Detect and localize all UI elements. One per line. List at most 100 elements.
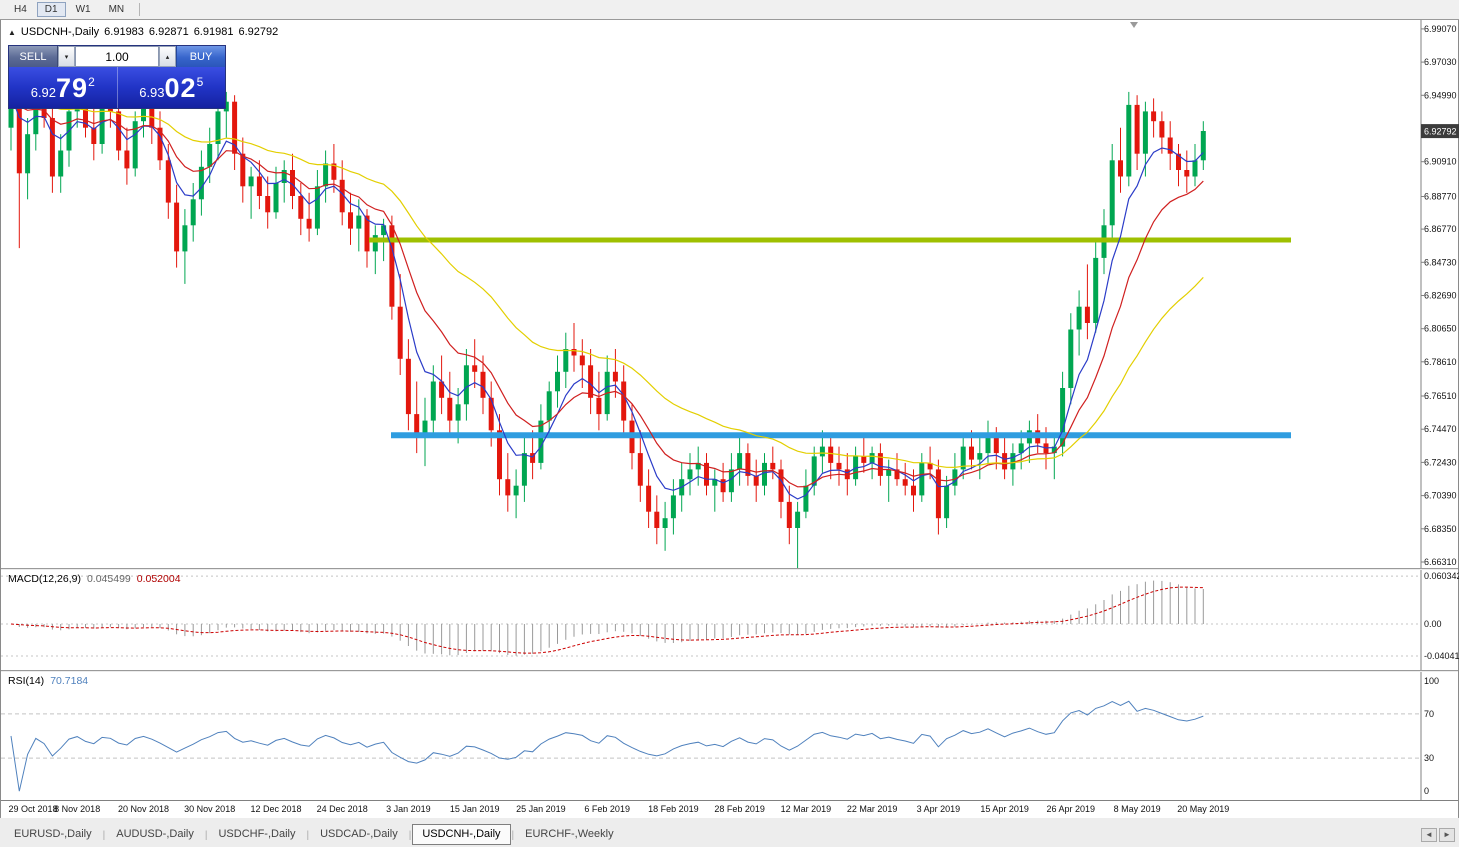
symbol-marker-icon: ▲	[8, 27, 16, 37]
rsi-axis-label: 30	[1424, 753, 1434, 763]
tab-scroll-controls: ◄ ►	[1421, 828, 1455, 845]
one-click-trading-panel: SELL ▾ ▴ BUY 6.92 79 2 6.93 02 5	[8, 45, 226, 109]
timeframe-button-d1[interactable]: D1	[36, 2, 66, 17]
date-axis[interactable]: 29 Oct 2018 8 Nov 2018 20 Nov 2018 30 Nov 2…	[1, 800, 1458, 818]
volume-input[interactable]	[75, 46, 159, 67]
ohlc-open-value: 6.91983	[104, 26, 144, 38]
tab-separator: |	[511, 830, 515, 841]
rsi-header: RSI(14) 70.7184	[8, 675, 88, 687]
tab-scroll-left-button[interactable]: ◄	[1421, 828, 1437, 842]
price-axis-label: 6.94990	[1424, 90, 1457, 100]
pane-splitter[interactable]	[1, 568, 1458, 570]
macd-header: MACD(12,26,9) 0.045499 0.052004	[8, 573, 181, 585]
tab-separator: |	[408, 830, 412, 841]
arrow-right-icon: ►	[1443, 830, 1451, 839]
moving-average-lines	[10, 94, 1204, 500]
price-axis-label: 6.99070	[1424, 24, 1457, 34]
macd-axis-label: 0.00	[1424, 619, 1442, 629]
timeframe-button-h4[interactable]: H4	[6, 2, 35, 17]
ohlc-close-value: 6.92792	[238, 26, 279, 38]
chart-tab-bar: EURUSD-,Daily | AUDUSD-,Daily | USDCHF-,Dail…	[0, 817, 1459, 847]
date-axis-label: 12 Mar 2019	[780, 804, 832, 814]
macd-indicator-canvas[interactable]: 0.060342 0.00 -0.04041	[1, 570, 1459, 670]
sell-button[interactable]: SELL	[9, 46, 58, 67]
price-axis-label: 6.82690	[1424, 291, 1457, 301]
date-axis-label: 8 May 2019	[1113, 804, 1161, 814]
chevron-up-icon: ▴	[165, 53, 170, 61]
price-axis-label: 6.86770	[1424, 224, 1457, 234]
macd-axis-label: -0.04041	[1424, 651, 1459, 661]
date-axis-label: 8 Nov 2018	[54, 804, 101, 814]
bid-ask-display: 6.92 79 2 6.93 02 5	[9, 67, 225, 108]
price-axis[interactable]: 6.99070 6.97030 6.94990 6.90910 6.88770 6.867…	[1421, 24, 1457, 567]
price-axis-label: 6.76510	[1424, 391, 1457, 401]
ma-medium	[10, 94, 1204, 488]
chart-tab-usdcad-daily[interactable]: USDCAD-,Daily	[320, 828, 398, 840]
volume-increase-button[interactable]: ▴	[159, 46, 176, 67]
date-axis-label: 18 Feb 2019	[648, 804, 699, 814]
chart-symbol-label: USDCNH-,Daily	[20, 26, 100, 38]
macd-signal-value: 0.052004	[136, 573, 181, 585]
rsi-axis-label: 100	[1424, 676, 1439, 686]
volume-decrease-button[interactable]: ▾	[58, 46, 75, 67]
chart-tab-eurchf-weekly[interactable]: EURCHF-,Weekly	[525, 828, 614, 840]
date-axis-label: 22 Mar 2019	[846, 804, 898, 814]
arrow-left-icon: ◄	[1425, 830, 1433, 839]
last-price-tag: 6.92792	[1421, 124, 1459, 139]
chart-tab-eurusd-daily[interactable]: EURUSD-,Daily	[14, 828, 92, 840]
price-axis-label: 6.80650	[1424, 324, 1457, 334]
macd-label: MACD(12,26,9)	[8, 573, 81, 585]
date-axis-label: 30 Nov 2018	[184, 804, 236, 814]
date-axis-label: 20 Nov 2018	[117, 804, 170, 814]
price-axis-label: 6.88770	[1424, 192, 1457, 202]
timeframe-button-w1[interactable]: W1	[68, 2, 99, 17]
buy-price-display[interactable]: 6.93 02 5	[118, 67, 226, 108]
price-chart-canvas[interactable]: 6.99070 6.97030 6.94990 6.90910 6.88770 6.867…	[1, 20, 1459, 568]
chart-tab-audusd-daily[interactable]: AUDUSD-,Daily	[116, 828, 194, 840]
date-axis-label: 29 Oct 2018	[8, 804, 58, 814]
svg-text:6.92792: 6.92792	[1424, 127, 1457, 137]
sell-price-digits: 79	[56, 73, 89, 103]
chart-tab-usdchf-daily[interactable]: USDCHF-,Daily	[218, 828, 296, 840]
price-axis-label: 6.97030	[1424, 57, 1457, 67]
date-axis-label: 28 Feb 2019	[714, 804, 765, 814]
price-axis-label: 6.68350	[1424, 524, 1457, 534]
candles-layer	[8, 75, 1206, 568]
ohlc-low-value: 6.91981	[193, 26, 234, 38]
chart-window: 6.99070 6.97030 6.94990 6.90910 6.88770 6.867…	[0, 20, 1459, 818]
timeframe-button-mn[interactable]: MN	[101, 2, 133, 17]
price-axis-label: 6.66310	[1424, 557, 1457, 567]
date-axis-label: 15 Jan 2019	[449, 804, 500, 814]
sell-price-prefix: 6.92	[30, 85, 57, 100]
chart-tab-usdcnh-daily[interactable]: USDCNH-,Daily	[412, 824, 511, 845]
macd-signal-line	[10, 586, 1204, 654]
pane-splitter[interactable]	[1, 670, 1458, 672]
price-axis-label: 6.84730	[1424, 257, 1457, 267]
date-axis-label: 15 Apr 2019	[980, 804, 1029, 814]
sell-price-display[interactable]: 6.92 79 2	[9, 67, 117, 108]
buy-button[interactable]: BUY	[176, 46, 225, 67]
rsi-value: 70.7184	[50, 675, 89, 687]
rsi-label: RSI(14)	[8, 675, 45, 687]
hline-objects[interactable]	[369, 237, 1291, 439]
date-axis-label: 24 Dec 2018	[316, 804, 368, 814]
price-axis-label: 6.74470	[1424, 424, 1457, 434]
price-axis-label: 6.72430	[1424, 457, 1457, 467]
price-axis-label: 6.78610	[1424, 357, 1457, 367]
macd-histogram	[18, 580, 1204, 656]
ma-fast	[10, 94, 1204, 500]
rsi-indicator-canvas[interactable]: 100 70 30 0	[1, 672, 1459, 800]
rsi-line	[10, 700, 1204, 792]
date-axis-label: 25 Jan 2019	[516, 804, 566, 814]
timeframe-toolbar: H4 D1 W1 MN	[0, 0, 1459, 20]
tab-scroll-right-button[interactable]: ►	[1439, 828, 1455, 842]
price-divider	[116, 67, 118, 108]
trade-panel-controls: SELL ▾ ▴ BUY	[9, 46, 225, 67]
date-axis-label: 26 Apr 2019	[1046, 804, 1096, 814]
buy-price-pip: 5	[196, 75, 204, 89]
ohlc-high-value: 6.92871	[148, 26, 189, 38]
date-axis-label: 3 Apr 2019	[916, 804, 961, 814]
date-axis-label: 3 Jan 2019	[386, 804, 431, 814]
price-axis-label: 6.90910	[1424, 157, 1457, 167]
rsi-axis-label: 70	[1424, 709, 1434, 719]
